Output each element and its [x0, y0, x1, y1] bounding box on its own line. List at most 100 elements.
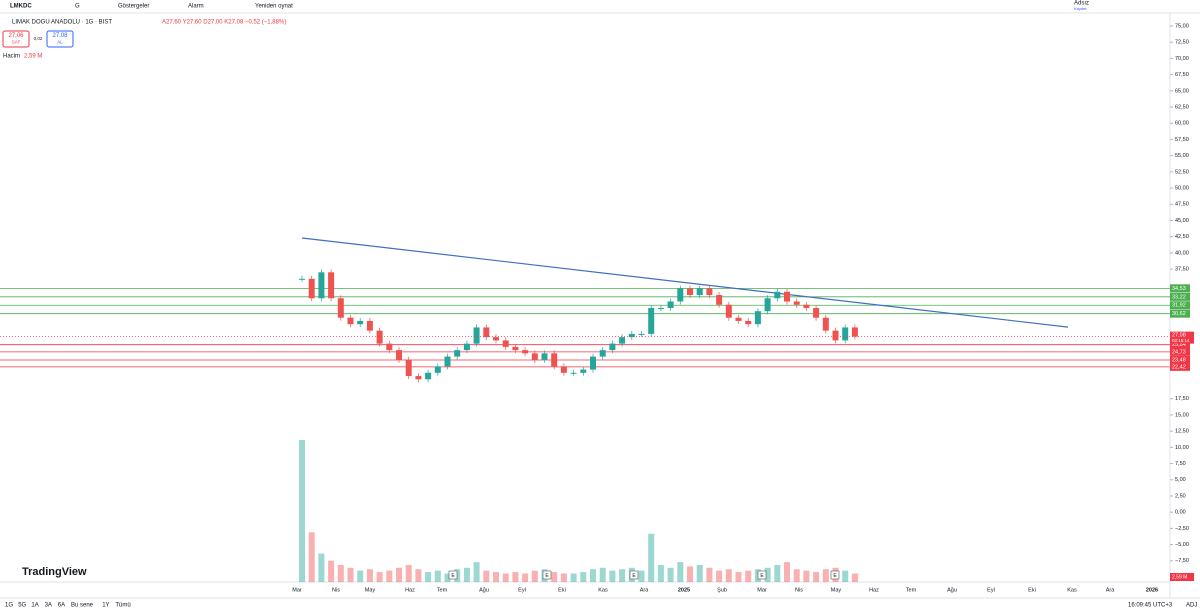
- event-label[interactable]: E: [760, 573, 764, 579]
- adj[interactable]: ADJ: [1186, 603, 1197, 609]
- y-tick-label: 70,00: [1175, 56, 1189, 62]
- candle-body: [444, 356, 451, 367]
- candle-body: [619, 337, 626, 344]
- candle-body: [357, 320, 364, 325]
- sell-button[interactable]: [2, 30, 30, 48]
- x-tick-label: Ağu: [947, 587, 957, 593]
- candle-body: [405, 359, 412, 377]
- event-marker[interactable]: [830, 570, 840, 580]
- candle-body: [667, 301, 674, 308]
- x-tick-label: Mar: [292, 587, 302, 593]
- volume-bar: [463, 567, 470, 582]
- y-tick-label: −5,00: [1175, 542, 1189, 548]
- level-tag: [1170, 362, 1190, 371]
- candle-body: [628, 333, 635, 338]
- x-tick-label: May: [831, 587, 842, 593]
- candle-body: [570, 372, 577, 374]
- level-tag: [1170, 292, 1190, 301]
- y-tick-label: 65,00: [1175, 88, 1189, 94]
- alarm[interactable]: Alarm: [188, 4, 204, 10]
- candle-body: [463, 343, 470, 351]
- candle-body: [434, 366, 441, 373]
- event-label[interactable]: E: [545, 573, 549, 579]
- volume-bar: [677, 562, 684, 582]
- range-button[interactable]: 1A: [31, 603, 38, 609]
- volume-bar: [405, 564, 412, 582]
- candle-body: [638, 333, 645, 335]
- volume-bar: [308, 532, 315, 582]
- range-button[interactable]: 5G: [18, 603, 26, 609]
- layout-name[interactable]: Adsız: [1074, 1, 1089, 7]
- buy-price[interactable]: 27,08: [52, 33, 68, 39]
- clock: 16:09:45 UTC+3: [1128, 603, 1173, 609]
- volume-bar: [803, 570, 810, 582]
- candle-body: [551, 353, 558, 367]
- range-button[interactable]: 6A: [58, 603, 65, 609]
- range-button[interactable]: 1Y: [102, 603, 109, 609]
- event-label[interactable]: E: [632, 573, 636, 579]
- volume-bar: [299, 440, 305, 582]
- level-tag: [1170, 355, 1190, 364]
- indicators[interactable]: Göstergeler: [118, 4, 149, 10]
- save[interactable]: Kaydet: [1074, 6, 1087, 11]
- buy-button[interactable]: [46, 30, 74, 48]
- volume-bar: [784, 562, 790, 582]
- event-marker[interactable]: [542, 570, 552, 580]
- candle-body: [609, 343, 616, 351]
- sell-price[interactable]: 27,06: [8, 33, 24, 39]
- volume-bar: [813, 572, 820, 582]
- volume-bar: [696, 564, 703, 582]
- y-tick-label: 67,50: [1175, 72, 1189, 78]
- x-tick-label: Ara: [640, 587, 650, 593]
- event-label[interactable]: E: [833, 573, 837, 579]
- x-tick-label: Nis: [332, 587, 340, 593]
- candle-body: [648, 307, 655, 334]
- replay[interactable]: Yeniden oynat: [255, 4, 293, 10]
- range-button[interactable]: Bu sene: [71, 603, 94, 609]
- candle-body: [512, 346, 519, 351]
- event-marker[interactable]: [629, 570, 639, 580]
- volume-bar: [502, 573, 509, 582]
- candle-body: [677, 288, 684, 302]
- x-tick-label: Mar: [757, 587, 767, 593]
- volume-bar: [357, 570, 364, 582]
- volume-tag-label: 2,59 M: [1172, 574, 1187, 580]
- volume-bar: [706, 567, 713, 582]
- range-button[interactable]: 1G: [5, 603, 13, 609]
- candle-body: [706, 288, 713, 296]
- candle-body: [599, 350, 606, 357]
- candle-body: [328, 272, 335, 299]
- y-tick-label: 47,50: [1175, 202, 1189, 208]
- buy-label[interactable]: AL: [57, 40, 63, 45]
- candle-body: [376, 330, 383, 344]
- x-tick-label: Tem: [437, 587, 448, 593]
- y-tick-label: 60,00: [1175, 121, 1189, 127]
- y-tick-label: 75,00: [1175, 23, 1189, 29]
- y-tick-label: 45,00: [1175, 218, 1189, 224]
- legend-title: LIMAK DOGU ANADOLU · 1G · BIST: [12, 20, 112, 26]
- event-label[interactable]: E: [451, 573, 455, 579]
- event-marker[interactable]: [448, 570, 458, 580]
- candle-body: [832, 330, 839, 341]
- volume-bar: [735, 572, 742, 582]
- volume-bar: [687, 566, 693, 582]
- candle-body: [774, 291, 781, 299]
- interval[interactable]: G: [75, 4, 80, 10]
- event-marker[interactable]: [757, 570, 767, 580]
- volume-bar: [851, 573, 858, 582]
- sell-label[interactable]: SAT: [12, 40, 21, 45]
- candle-body: [454, 350, 461, 357]
- range-button[interactable]: 3A: [45, 603, 52, 609]
- volume-bar: [347, 567, 354, 582]
- volume-bar: [415, 569, 422, 582]
- candle-body: [793, 301, 800, 305]
- candle-body: [590, 356, 596, 370]
- symbol[interactable]: LMKDC: [10, 4, 32, 10]
- volume-bar: [483, 570, 490, 582]
- level-tag-label: 22,42: [1172, 364, 1186, 370]
- volume-bar: [473, 562, 480, 582]
- volume-bar: [648, 533, 655, 582]
- range-button[interactable]: Tümü: [115, 603, 130, 609]
- x-tick-label: Kas: [598, 587, 608, 593]
- candle-body: [366, 320, 373, 331]
